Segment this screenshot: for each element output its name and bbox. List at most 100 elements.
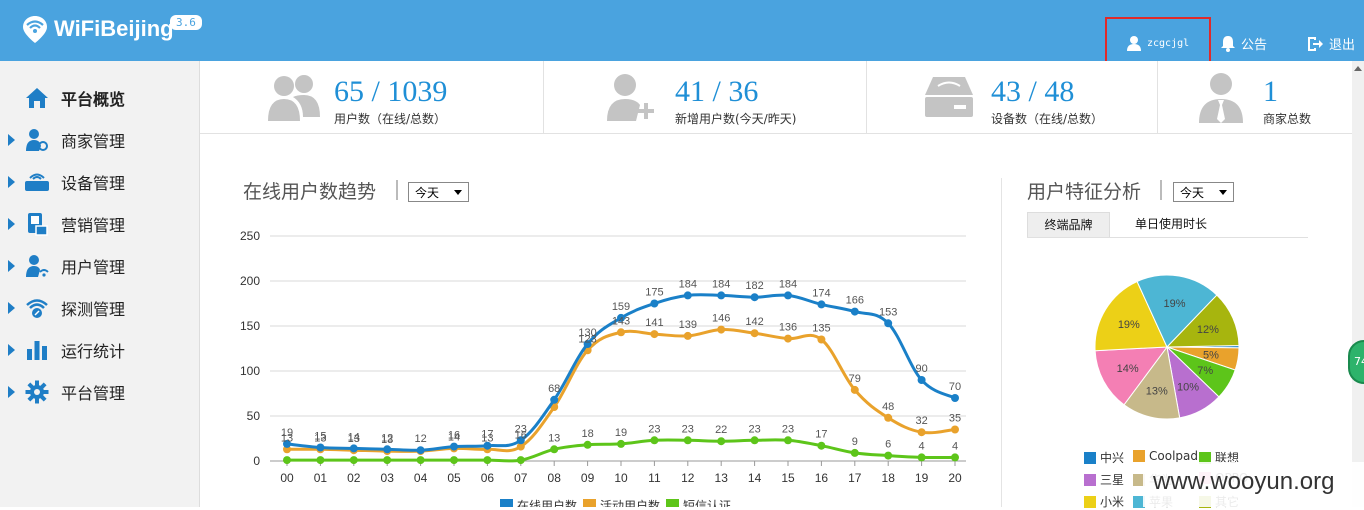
data-label: 9 [852,436,858,448]
x-tick-label: 09 [581,471,595,485]
data-point [650,436,659,445]
x-tick-label: 19 [915,471,929,485]
data-point [516,436,525,445]
legend-item[interactable]: 中兴 [1084,449,1124,466]
home-icon [24,85,50,111]
data-point [951,394,959,402]
data-label: 23 [682,423,694,435]
data-point [750,329,759,338]
user-menu[interactable]: zcgcjgl [1126,35,1189,51]
sidebar-item-stats[interactable]: 运行统计 [0,329,200,371]
pie-slice-label: 10% [1177,381,1199,393]
data-point [750,293,759,302]
merchant-person-icon [1198,71,1244,127]
marketing-icon [24,211,50,237]
tab-device-brand[interactable]: 终端品牌 [1027,212,1110,237]
data-label: 35 [949,413,961,425]
stat-label: 用户数（在线/总数） [334,112,447,126]
data-point [416,446,425,455]
stats-strip: 65 / 1039 用户数（在线/总数） 41 / 36 新增用户数(今天/昨天… [200,61,1364,134]
scrollbar[interactable] [1352,61,1364,507]
data-point [750,436,759,445]
data-label: 130 [578,327,596,339]
pie-slice-label: 14% [1117,363,1139,375]
data-point [717,325,726,334]
data-point [683,331,692,340]
trend-title: 在线用户数趋势 [243,181,377,203]
x-tick-label: 13 [715,471,729,485]
sidebar-item-probe[interactable]: 探测管理 [0,287,200,329]
x-tick-label: 07 [514,471,528,485]
legend-swatch [1199,451,1211,464]
pie-slice [1094,280,1168,352]
x-tick-label: 02 [347,471,361,485]
sidebar-item-merchant[interactable]: 商家管理 [0,119,200,161]
data-point [884,451,893,460]
x-tick-label: 00 [280,471,294,485]
stat-users: 65 / 1039 用户数（在线/总数） [200,61,544,134]
data-point [349,456,358,465]
profile-range-select[interactable]: 今天 [1173,182,1234,202]
x-tick-label: 12 [681,471,695,485]
sidebar-item-label: 用户管理 [61,258,126,277]
sidebar-item-users[interactable]: 用户管理 [0,245,200,287]
expand-arrow-icon [8,302,15,314]
sidebar-item-label: 商家管理 [61,132,126,151]
app-logo[interactable]: WiFiBeijing [22,14,174,44]
data-label: 16 [515,430,527,442]
data-point [850,448,859,457]
stat-label: 新增用户数(今天/昨天) [675,112,797,126]
data-point [884,413,893,422]
trend-range-select[interactable]: 今天 [408,182,469,202]
add-user-icon [606,71,656,127]
data-point [817,335,826,344]
legend-label: Coolpad [1149,449,1198,463]
data-label: 23 [748,423,760,435]
legend-item[interactable]: 联想 [1199,449,1239,466]
pie-slice-label: 13% [1146,385,1168,397]
top-bar: WiFiBeijing 3.6 zcgcjgl 公告 退出 [0,0,1364,73]
y-tick-label: 250 [240,229,260,243]
stat-value: 43 / 48 [991,75,1075,108]
pie-slice [1094,346,1169,406]
data-point [516,456,525,465]
data-label: 14 [348,431,360,443]
legend-swatch [500,499,513,507]
legend-item[interactable]: Coolpad [1133,449,1198,463]
floating-badge[interactable]: 74 [1348,340,1364,384]
sidebar-item-overview[interactable]: 平台概览 [0,77,200,119]
x-tick-label: 04 [414,471,428,485]
scroll-up-icon [1354,66,1362,71]
legend-swatch [1084,451,1096,464]
data-point [483,456,492,465]
sidebar-item-marketing[interactable]: 营销管理 [0,203,200,245]
sidebar-item-platform[interactable]: 平台管理 [0,371,200,413]
pie-slice-label: 7% [1197,365,1213,377]
sidebar-item-device[interactable]: 设备管理 [0,161,200,203]
legend-item[interactable]: 小米 [1084,493,1124,510]
sidebar-item-label: 运行统计 [61,342,126,361]
data-point [784,436,792,445]
data-label: 6 [885,439,891,451]
legend-label: 小米 [1100,495,1125,509]
profile-title: 用户特征分析 [1027,181,1142,203]
data-label: 13 [481,432,493,444]
data-label: 68 [548,383,560,395]
logout-label: 退出 [1329,38,1356,53]
logout-link[interactable]: 退出 [1307,34,1355,53]
sidebar-item-label: 平台管理 [61,384,126,403]
x-tick-label: 08 [548,471,562,485]
pie-slice-label: 12% [1197,324,1219,336]
data-point [283,439,291,448]
data-label: 19 [615,427,627,439]
data-point [917,428,926,437]
tab-daily-usage[interactable]: 单日使用时长 [1134,217,1207,231]
legend-item[interactable]: 三星 [1084,471,1124,488]
data-label: 174 [812,287,830,299]
users-icon [267,71,321,127]
pie-slice [1165,294,1240,348]
data-label: 123 [578,333,596,345]
notice-link[interactable]: 公告 [1220,34,1267,53]
x-tick-label: 20 [948,471,962,485]
data-label: 32 [915,415,927,427]
